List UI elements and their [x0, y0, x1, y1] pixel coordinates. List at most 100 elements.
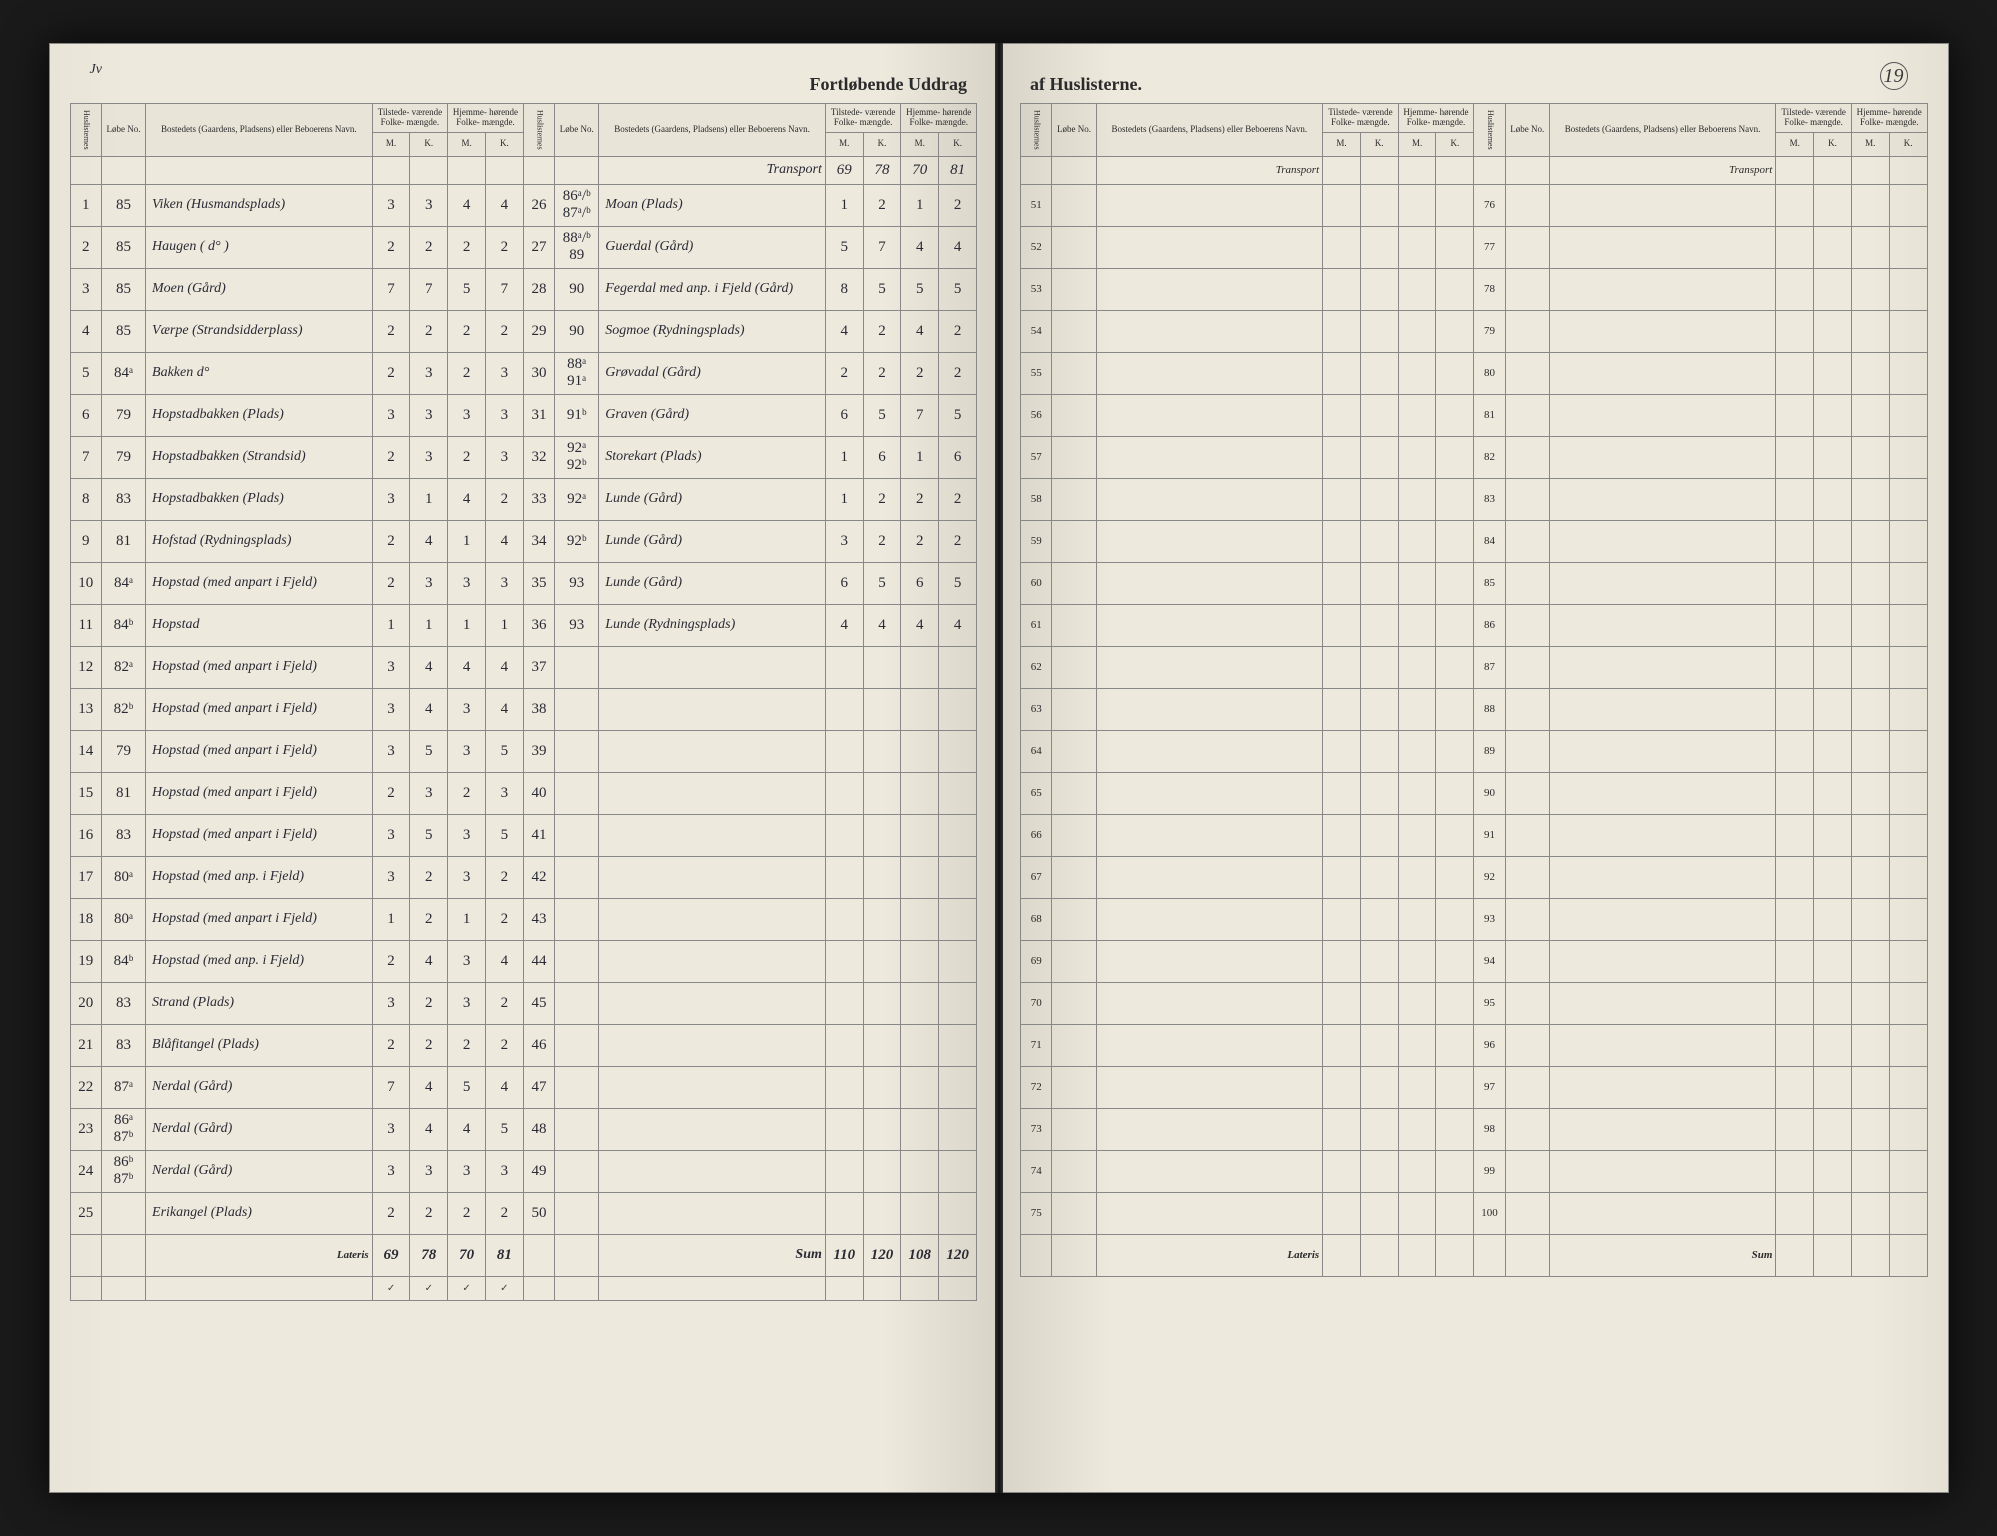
place-name: Viken (Husmandsplads) — [146, 184, 373, 226]
count: 1 — [825, 436, 863, 478]
table-row: 6994 — [1021, 940, 1928, 982]
table-row: 1282ᵃHopstad (med anpart i Fjeld)344437 — [70, 646, 977, 688]
count: 2 — [448, 1192, 486, 1234]
transport-row: TransportTransport — [1021, 156, 1928, 184]
table-body-left: Transport69787081185Viken (Husmandsplads… — [70, 156, 977, 1300]
place-name — [1096, 730, 1323, 772]
count — [1814, 226, 1852, 268]
lobe-no — [1052, 646, 1096, 688]
count — [1776, 1024, 1814, 1066]
count — [1436, 814, 1474, 856]
hus-no: 77 — [1474, 226, 1505, 268]
table-row: 2183Blåfitangel (Plads)222246 — [70, 1024, 977, 1066]
tick-mark: ✓ — [372, 1276, 410, 1300]
count: 2 — [372, 226, 410, 268]
hdr-bosted: Bostedets (Gaardens, Pladsens) eller Beb… — [1096, 104, 1323, 157]
hus-no: 70 — [1021, 982, 1052, 1024]
cell — [146, 1276, 373, 1300]
count — [863, 856, 901, 898]
count — [1398, 688, 1436, 730]
table-row: 1581Hopstad (med anpart i Fjeld)232340 — [70, 772, 977, 814]
place-name: Hofstad (Rydningsplads) — [146, 520, 373, 562]
table-row: 1984ᵇHopstad (med anp. i Fjeld)243444 — [70, 940, 977, 982]
count — [1323, 184, 1361, 226]
count: 3 — [372, 982, 410, 1024]
table-row: 1084ᵃHopstad (med anpart i Fjeld)2333359… — [70, 562, 977, 604]
place-name: Strand (Plads) — [146, 982, 373, 1024]
place-name — [1549, 394, 1776, 436]
lobe-no: 83 — [101, 1024, 145, 1066]
lobe-no — [1052, 394, 1096, 436]
cell — [523, 1234, 554, 1276]
count: 2 — [372, 520, 410, 562]
cell — [1889, 1234, 1927, 1276]
ledger-table-right: Huslisternes Løbe No. Bostedets (Gaarden… — [1020, 103, 1928, 1277]
place-name — [1549, 1108, 1776, 1150]
hdr-m: M. — [1323, 132, 1361, 156]
tick-row: ✓✓✓✓ — [70, 1276, 977, 1300]
count: 4 — [448, 1108, 486, 1150]
lobe-no: 83 — [101, 478, 145, 520]
hus-no: 94 — [1474, 940, 1505, 982]
count: 3 — [372, 730, 410, 772]
place-name: Guerdal (Gård) — [599, 226, 826, 268]
count — [1323, 1108, 1361, 1150]
hus-no: 74 — [1021, 1150, 1052, 1192]
hus-no: 53 — [1021, 268, 1052, 310]
cell — [146, 156, 373, 184]
count — [1436, 310, 1474, 352]
table-row: 679Hopstadbakken (Plads)33333191ᵇGraven … — [70, 394, 977, 436]
cell — [1505, 1234, 1549, 1276]
lobe-no — [1052, 898, 1096, 940]
transport-val: 81 — [939, 156, 977, 184]
hdr-k: K. — [1814, 132, 1852, 156]
count: 1 — [372, 898, 410, 940]
transport-label: Transport — [1096, 156, 1323, 184]
hus-no: 99 — [1474, 1150, 1505, 1192]
count: 3 — [372, 184, 410, 226]
lobe-no — [555, 982, 599, 1024]
place-name: Blåfitangel (Plads) — [146, 1024, 373, 1066]
count: 3 — [372, 856, 410, 898]
sum-val: 108 — [901, 1234, 939, 1276]
count — [1323, 1150, 1361, 1192]
hus-no: 88 — [1474, 688, 1505, 730]
hus-no: 57 — [1021, 436, 1052, 478]
hdr-m: M. — [1851, 132, 1889, 156]
count — [1398, 478, 1436, 520]
count — [1360, 940, 1398, 982]
lobe-no: 83 — [101, 814, 145, 856]
count: 4 — [485, 940, 523, 982]
count — [1814, 310, 1852, 352]
table-row: 5681 — [1021, 394, 1928, 436]
cell — [523, 156, 554, 184]
count — [1360, 520, 1398, 562]
table-row: 6287 — [1021, 646, 1928, 688]
hus-no: 7 — [70, 436, 101, 478]
lobe-no — [1505, 520, 1549, 562]
count: 3 — [372, 478, 410, 520]
count — [825, 814, 863, 856]
table-row: 6893 — [1021, 898, 1928, 940]
count — [825, 688, 863, 730]
count: 2 — [939, 352, 977, 394]
count — [1776, 394, 1814, 436]
count — [1360, 1150, 1398, 1192]
hus-no: 35 — [523, 562, 554, 604]
lateris-val: 78 — [410, 1234, 448, 1276]
hus-no: 82 — [1474, 436, 1505, 478]
count — [901, 1108, 939, 1150]
count — [1323, 268, 1361, 310]
lobe-no — [1505, 856, 1549, 898]
hus-no: 43 — [523, 898, 554, 940]
count — [1776, 730, 1814, 772]
count — [1398, 520, 1436, 562]
table-row: 2386ᵃ 87ᵇNerdal (Gård)344548 — [70, 1108, 977, 1150]
hus-no: 56 — [1021, 394, 1052, 436]
place-name — [1549, 268, 1776, 310]
place-name — [1096, 856, 1323, 898]
table-row: 6590 — [1021, 772, 1928, 814]
count — [1851, 1150, 1889, 1192]
lobe-no — [1505, 1150, 1549, 1192]
table-row: 6792 — [1021, 856, 1928, 898]
